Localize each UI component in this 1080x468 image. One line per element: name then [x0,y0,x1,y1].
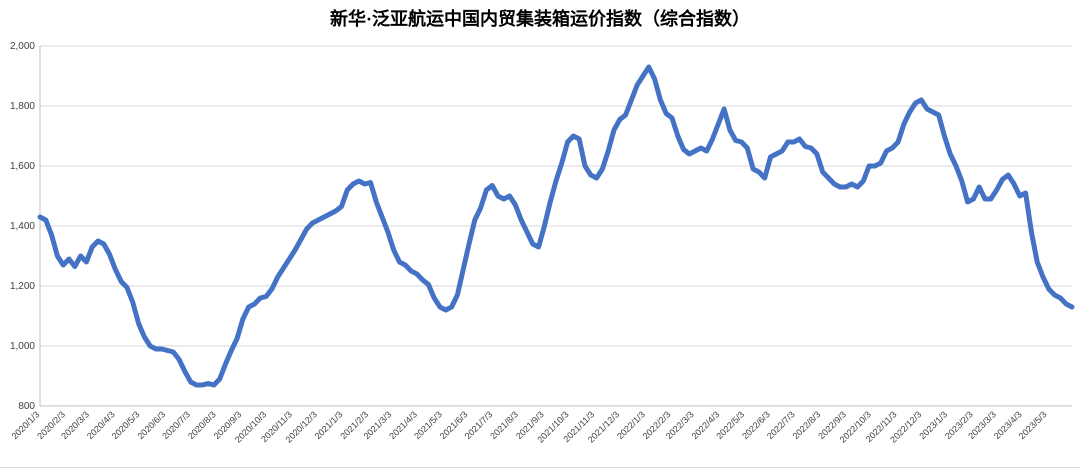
y-tick-label: 1,000 [10,341,35,352]
y-tick-label: 2,000 [10,41,35,52]
y-tick-label: 800 [18,401,35,412]
y-tick-label: 1,800 [10,101,35,112]
y-tick-label: 1,200 [10,281,35,292]
x-tick-label: 2023/5/3 [1017,409,1049,441]
y-tick-label: 1,400 [10,221,35,232]
freight-index-line [37,64,1075,388]
chart-title: 新华·泛亚航运中国内贸集装箱运价指数（综合指数） [329,9,750,29]
y-tick-label: 1,600 [10,161,35,172]
freight-index-line-chart: 8001,0001,2001,4001,6001,8002,0002020/1/… [10,41,1075,445]
